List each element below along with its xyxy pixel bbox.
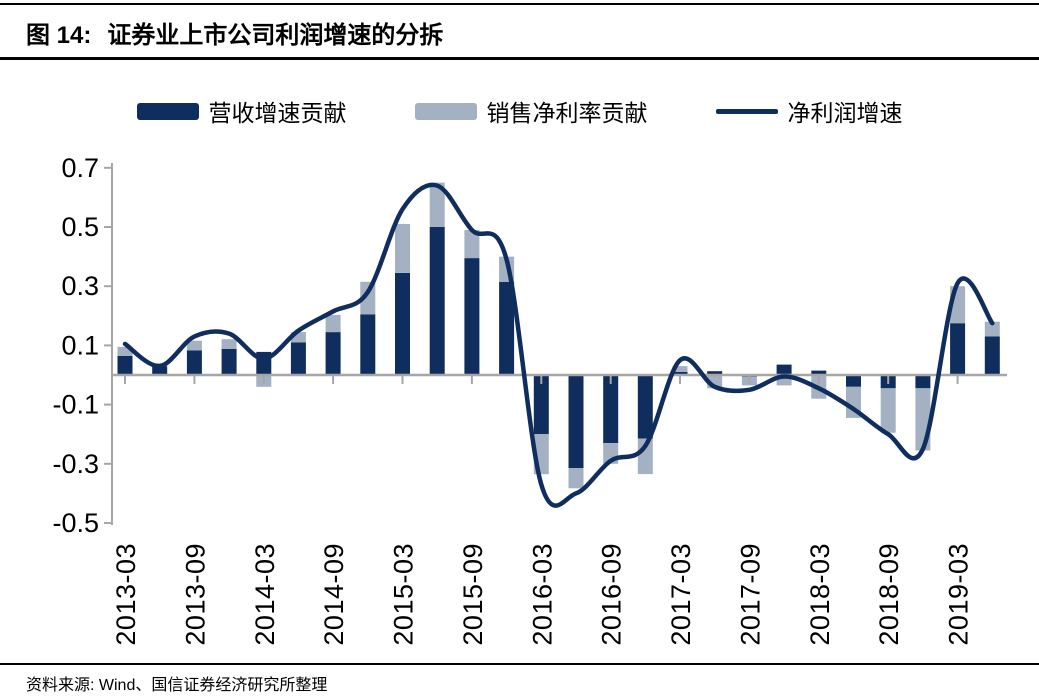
x-tick-label: 2017-03 [666,543,696,646]
bar-segment [325,332,341,375]
x-tick-label: 2015-09 [458,543,488,646]
bar-segment [290,342,306,375]
bar-segment [637,375,653,439]
bar-segment [395,272,410,375]
bar-segment [776,364,792,375]
bar-segment [568,375,584,469]
x-tick-label: 2016-09 [597,543,627,646]
x-tick-label: 2013-09 [180,543,210,646]
title-underline [0,57,1039,60]
bar-segment [568,468,584,489]
bar-segment [950,323,966,375]
net-profit-growth-line [122,182,995,508]
bar-segment [915,375,931,389]
bar-segment [915,388,931,451]
bar-segment [672,372,688,375]
y-tick-label: 0.1 [61,330,99,360]
bar-segment [152,366,168,375]
legend-label-margin: 销售净利率贡献 [486,100,648,126]
legend-label-revenue: 营收增速贡献 [208,100,347,126]
bar-segment [672,366,688,372]
x-tick-label: 2014-03 [250,543,280,646]
bar-segment [811,370,827,375]
bar-segment [325,314,341,333]
y-tick-label: 0.5 [61,212,99,242]
y-tick-label: -0.3 [52,449,99,479]
bar-segment [603,375,619,444]
y-tick-label: -0.1 [52,390,99,420]
x-tick-label: 2014-09 [319,543,349,646]
legend-label-net-profit: 净利润增速 [787,100,903,126]
chart-legend: 营收增速贡献 销售净利率贡献 净利润增速 [0,94,1039,128]
legend-item-margin-contribution: 销售净利率贡献 [414,94,648,128]
y-tick-label: 0.3 [61,271,99,301]
bar-segment [186,340,202,351]
x-tick-label: 2015-03 [389,543,419,646]
bar-segment [117,346,133,356]
x-tick-label: 2016-03 [527,543,557,646]
net-profit-line-swatch-icon [715,108,778,114]
bar-segment [290,332,306,343]
x-tick-label: 2018-03 [805,543,835,646]
revenue-bar-swatch-icon [136,102,199,120]
bar-segment [429,227,445,375]
bar-segment [464,230,480,259]
bar-segment [499,281,515,375]
figure-title: 证券业上市公司利润增速的分拆 [107,22,444,49]
x-tick-label: 2018-09 [874,543,904,646]
bar-segment [429,182,445,227]
x-tick-label: 2017-09 [735,543,765,646]
footer-rule [0,663,1039,665]
figure-title-row: 图 14: 证券业上市公司利润增速的分拆 [26,15,1016,50]
bar-segment [186,350,202,375]
top-rule [0,3,1039,5]
x-tick-label: 2013-03 [111,543,141,646]
bar-segment [880,388,896,433]
source-note: 资料来源: Wind、国信证券经济研究所整理 [26,677,328,694]
y-tick-label: 0.7 [61,153,99,183]
bar-segment [984,336,1000,375]
bar-segment [117,355,133,375]
bar-segment [360,314,376,375]
margin-bar-swatch-icon [414,102,477,120]
bar-segment [846,375,861,387]
figure-number-label: 图 14: [26,22,92,49]
bar-segment [395,224,410,273]
bar-segment [776,375,792,386]
bar-segment [464,258,480,375]
bar-segment [707,371,723,375]
bar-segment [533,375,549,435]
bar-segment [984,321,1000,337]
bar-segment [221,339,237,349]
legend-item-net-profit-growth: 净利润增速 [715,94,903,128]
y-tick-label: -0.5 [52,508,99,538]
x-tick-label: 2019-03 [944,543,974,646]
legend-item-revenue-contribution: 营收增速贡献 [136,94,347,128]
profit-growth-decomposition-chart: 0.7 0.5 0.3 0.1 -0.1 -0.3 -0.5 2013-03 2013-09 20… [52,153,1007,646]
bar-segment [221,349,237,375]
